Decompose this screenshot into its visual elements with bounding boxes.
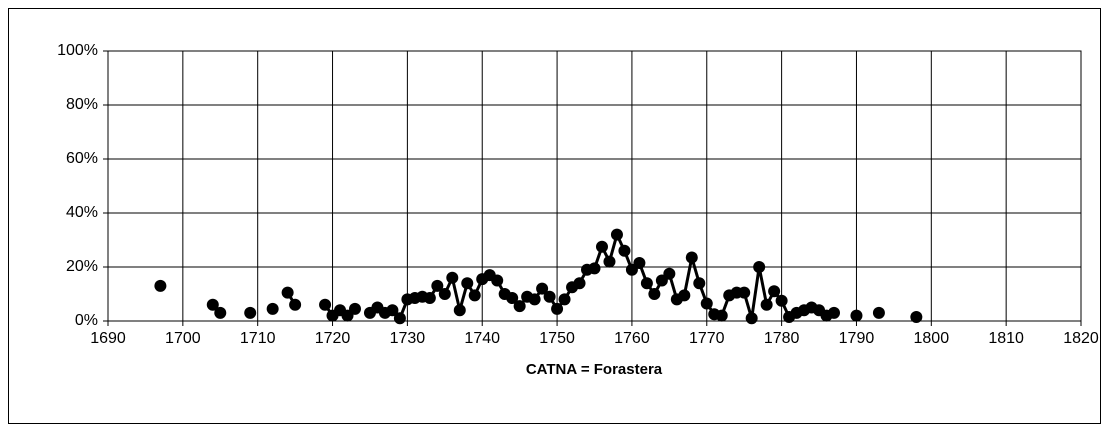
x-tick-label: 1740 <box>464 330 500 347</box>
x-tick-label: 1800 <box>914 330 950 347</box>
marker <box>850 309 863 322</box>
marker <box>558 293 571 306</box>
marker <box>610 228 623 241</box>
marker <box>461 277 474 290</box>
marker <box>154 279 167 292</box>
marker <box>715 309 728 322</box>
x-tick-label: 1710 <box>240 330 276 347</box>
x-tick-label: 1760 <box>614 330 650 347</box>
marker <box>910 310 923 323</box>
marker <box>693 277 706 290</box>
x-tick-label: 1780 <box>764 330 800 347</box>
marker <box>513 300 526 313</box>
marker <box>685 251 698 264</box>
marker <box>648 288 661 300</box>
marker <box>738 286 751 299</box>
marker <box>528 293 541 306</box>
marker <box>468 289 481 302</box>
marker <box>633 256 646 269</box>
marker <box>700 297 713 310</box>
marker <box>244 306 257 319</box>
marker <box>453 304 466 317</box>
x-tick-label: 1750 <box>539 330 575 347</box>
plot-border <box>107 50 1082 322</box>
marker <box>214 306 227 319</box>
marker <box>289 298 302 311</box>
y-tick-label: 80% <box>66 96 98 113</box>
marker <box>431 279 444 292</box>
marker <box>595 240 608 253</box>
marker <box>573 277 586 290</box>
y-tick-label: 20% <box>66 258 98 275</box>
marker <box>423 292 436 305</box>
marker <box>543 290 556 303</box>
marker <box>266 302 279 315</box>
y-tick-label: 0% <box>75 312 98 329</box>
x-tick-label: 1790 <box>839 330 875 347</box>
x-tick-label: 1770 <box>689 330 725 347</box>
marker <box>745 312 758 325</box>
marker <box>491 274 504 287</box>
x-tick-label: 1690 <box>90 330 126 347</box>
marker <box>281 286 294 299</box>
marker <box>663 267 676 280</box>
chart-border <box>8 8 1101 424</box>
marker <box>768 285 781 298</box>
marker <box>536 282 549 295</box>
x-tick-label: 1810 <box>988 330 1024 347</box>
marker <box>386 304 399 317</box>
marker <box>828 306 841 319</box>
marker <box>348 302 361 315</box>
y-tick-label: 40% <box>66 204 98 221</box>
x-tick-label: 1720 <box>315 330 351 347</box>
marker <box>206 298 219 311</box>
marker <box>393 312 406 325</box>
marker <box>640 277 653 290</box>
marker <box>506 292 519 305</box>
marker <box>588 262 601 275</box>
marker <box>438 288 451 300</box>
marker <box>872 306 885 319</box>
marker <box>618 244 631 257</box>
x-axis-label: CATNA = Forastera <box>526 361 663 378</box>
x-tick-label: 1820 <box>1063 330 1099 347</box>
x-tick-label: 1700 <box>165 330 201 347</box>
marker <box>760 298 773 311</box>
marker <box>446 271 459 284</box>
marker <box>753 261 766 273</box>
marker <box>319 298 332 311</box>
marker <box>678 289 691 302</box>
marker <box>775 294 788 307</box>
y-tick-label: 100% <box>57 42 98 59</box>
y-tick-label: 60% <box>66 150 98 167</box>
x-tick-label: 1730 <box>390 330 426 347</box>
marker <box>603 255 616 268</box>
marker <box>551 302 564 315</box>
